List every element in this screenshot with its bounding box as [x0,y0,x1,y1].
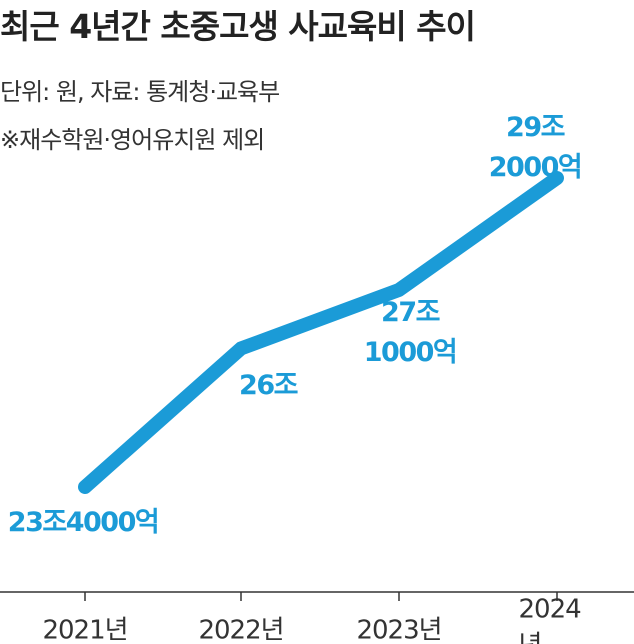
subtitle: 단위: 원, 자료: 통계청·교육부 [0,78,280,106]
data-line [78,171,564,494]
x-tick-label: 2021년 [42,615,128,644]
x-tick-label: 2022년 [198,615,284,644]
x-tick-label: 2024년 [518,594,582,644]
value-label: 29조2000억 [488,112,583,183]
value-label: 26조 [239,370,298,402]
subtitle: ※재수학원·영어유치원 제외 [0,126,265,154]
x-tick-label: 2023년 [356,615,442,644]
value-label: 23조4000억 [7,507,160,538]
chart-title: 최근 4년간 초중고생 사교육비 추이 [0,7,476,46]
value-label: 27조 1000억 [363,296,458,368]
